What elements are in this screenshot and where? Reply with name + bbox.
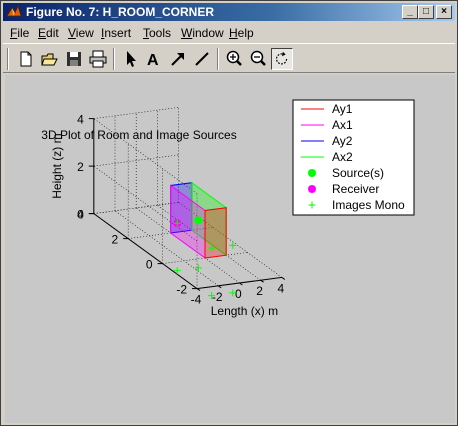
y-tick-label: 2 <box>112 233 119 247</box>
menu-tools[interactable]: Tools <box>143 26 171 40</box>
menu-tools-rest: ools <box>149 26 172 40</box>
minimize-button[interactable]: _ <box>402 5 418 19</box>
open-folder-icon[interactable] <box>39 48 61 70</box>
z-tick-label: 4 <box>77 113 84 127</box>
wall-ay1 <box>204 207 227 259</box>
menu-insert-accel: I <box>101 26 105 40</box>
menu-tools-accel: T <box>143 26 149 40</box>
x-tick-label: 4 <box>277 281 284 295</box>
legend-swatch <box>308 185 316 193</box>
x-tick-label: -4 <box>191 293 202 307</box>
data-point <box>194 264 202 272</box>
x-tick-mark <box>217 285 222 289</box>
y-axis-line <box>93 213 198 290</box>
arrow-select-icon[interactable] <box>119 48 141 70</box>
x-tick-mark <box>239 282 243 286</box>
grid-line <box>93 107 179 119</box>
menu-view-accel: V <box>68 26 76 40</box>
y-tick-label: -2 <box>176 283 187 297</box>
rotate-3d-icon[interactable] <box>271 48 293 70</box>
legend-label: Ay1 <box>332 102 353 116</box>
figure-toolbar: A <box>3 43 455 73</box>
grid-line <box>178 202 282 278</box>
title-bar[interactable]: Figure No. 7: H_ROOM_CORNER _ □ × <box>3 3 455 21</box>
data-point <box>208 244 216 252</box>
menu-insert[interactable]: Insert <box>101 26 131 40</box>
grid-line <box>93 165 198 242</box>
maximize-button[interactable]: □ <box>418 5 434 19</box>
legend-label: Receiver <box>332 182 379 196</box>
insert-text-icon[interactable]: A <box>143 48 165 70</box>
menu-window-rest: indow <box>192 26 224 40</box>
data-point <box>173 267 181 275</box>
legend-label: Ay2 <box>332 134 353 148</box>
x-tick-mark <box>281 276 286 280</box>
window-title: Figure No. 7: H_ROOM_CORNER <box>26 5 215 19</box>
legend-swatch <box>308 201 316 209</box>
print-icon[interactable] <box>87 48 109 70</box>
menu-file-rest: ile <box>17 26 30 40</box>
insert-line-icon[interactable] <box>191 48 213 70</box>
zoom-out-icon[interactable] <box>247 48 269 70</box>
save-icon[interactable] <box>63 48 85 70</box>
menu-bar: File Edit View Insert Tools Window Help <box>3 23 455 42</box>
toolbar-separator <box>217 48 219 70</box>
y-tick-label: 4 <box>77 208 84 222</box>
menu-view-rest: iew <box>75 26 94 40</box>
x-axis-label: Length (x) m <box>211 304 278 318</box>
x-tick-label: -2 <box>212 290 223 304</box>
data-point <box>229 289 237 297</box>
x-tick-label: 0 <box>235 287 242 301</box>
grid-line <box>93 118 198 194</box>
menu-edit-accel: E <box>38 26 47 40</box>
z-tick-label: 2 <box>77 160 84 174</box>
insert-arrow-icon[interactable] <box>167 48 189 70</box>
legend-label: Images Mono <box>332 198 405 212</box>
x-tick-mark <box>260 279 264 283</box>
y-tick-label: 0 <box>146 258 153 272</box>
matlab-logo-icon <box>6 4 22 17</box>
toolbar-separator <box>113 48 115 70</box>
z-tick-label: 0 <box>77 208 84 222</box>
legend-label: Source(s) <box>332 166 384 180</box>
x-tick-label: 2 <box>256 284 263 298</box>
menu-help-accel: H <box>229 26 238 40</box>
toolbar-grip <box>7 48 9 70</box>
menu-edit[interactable]: Edit <box>38 26 59 40</box>
menu-window[interactable]: Window <box>181 26 224 40</box>
menu-help[interactable]: Help <box>229 26 254 40</box>
legend-swatch <box>308 169 316 177</box>
grid-line <box>93 154 179 167</box>
legend: Ay1 Ax1 Ay2 Ax2 Source(s) Receiver Images Mono <box>292 99 415 216</box>
menu-file-accel: F <box>10 26 18 40</box>
data-point <box>194 216 202 224</box>
x-tick-mark <box>196 288 201 292</box>
grid-line <box>114 210 219 287</box>
legend-label: Ax1 <box>332 118 353 132</box>
zoom-in-icon[interactable] <box>223 48 245 70</box>
z-axis-label: Height (z) m <box>50 133 64 198</box>
new-file-icon[interactable] <box>15 48 37 70</box>
menu-edit-rest: dit <box>46 26 59 40</box>
data-point <box>208 292 216 300</box>
legend-label: Ax2 <box>332 150 353 164</box>
menu-view[interactable]: View <box>68 26 94 40</box>
data-point <box>229 241 237 249</box>
text-tool-glyph: A <box>147 52 159 69</box>
chart-title: 3D Plot of Room and Image Sources <box>41 128 236 142</box>
menu-window-accel: W <box>181 26 193 40</box>
menu-insert-rest: nsert <box>104 26 132 40</box>
menu-help-rest: elp <box>237 26 254 40</box>
close-button[interactable]: × <box>436 5 452 19</box>
data-point <box>173 219 181 227</box>
menu-file[interactable]: File <box>10 26 29 40</box>
grid-line <box>93 202 179 214</box>
